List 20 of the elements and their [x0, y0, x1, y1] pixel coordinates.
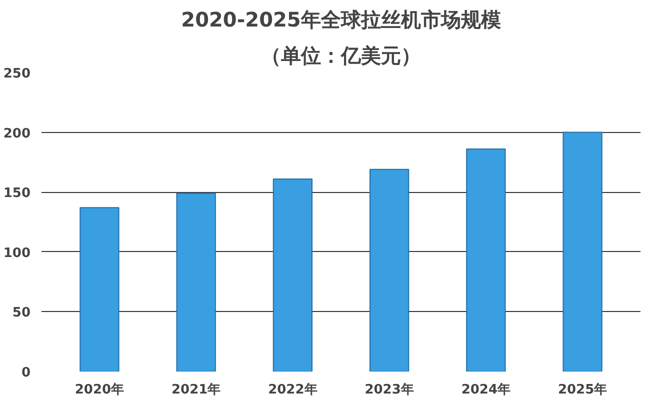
bar [176, 192, 216, 372]
chart-subtitle: （单位：亿美元） [261, 44, 421, 68]
bar [466, 148, 506, 372]
y-tick-label: 250 [3, 66, 31, 82]
bar [80, 207, 120, 372]
x-tick-label: 2020年 [74, 382, 124, 398]
x-tick-label: 2024年 [461, 382, 511, 398]
bar [272, 178, 313, 372]
y-tick-label: 150 [3, 186, 31, 202]
y-tick-label: 100 [3, 246, 31, 261]
x-tick-label: 2022年 [268, 382, 318, 398]
x-tick-label: 2023年 [364, 382, 414, 398]
x-tick-label: 2025年 [558, 382, 608, 398]
x-tick-label: 2021年 [171, 382, 221, 398]
y-tick-label: 0 [21, 366, 30, 380]
bar [562, 132, 602, 372]
y-tick-label: 200 [3, 126, 31, 142]
y-tick-label: 50 [12, 306, 31, 321]
chart-title: 2020-2025年全球拉丝机市场规模 [181, 8, 501, 32]
bar [369, 168, 410, 372]
